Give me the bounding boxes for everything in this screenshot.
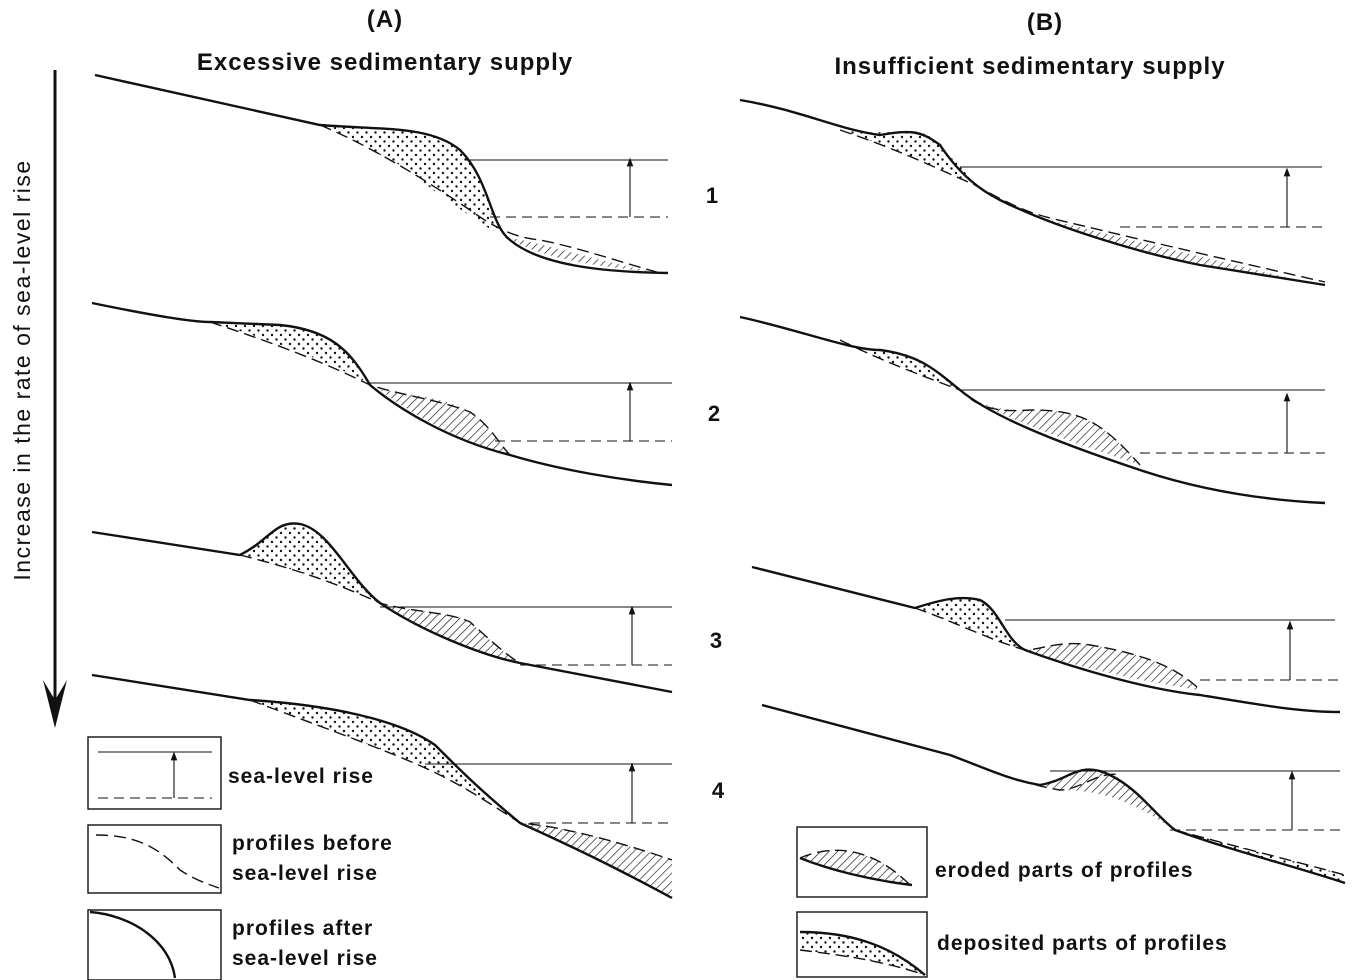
legend-label: profiles before <box>232 832 393 855</box>
profile-b1 <box>740 100 1325 285</box>
legend-label: sea-level rise <box>232 862 378 885</box>
legend-label: deposited parts of profiles <box>937 932 1228 955</box>
panel-title: Insufficient sedimentary supply <box>834 53 1225 80</box>
legend-eroded <box>797 827 927 897</box>
diagram: (A) Excessive sedimentary supply (B) Ins… <box>0 0 1355 980</box>
legend-label: sea-level rise <box>228 765 374 788</box>
legend-label: sea-level rise <box>232 947 378 970</box>
profile-a1 <box>95 75 668 273</box>
panel-label: (A) <box>367 6 403 33</box>
legend-label: eroded parts of profiles <box>935 859 1194 882</box>
legend-label: profiles after <box>232 917 373 940</box>
axis-label: Increase in the rate of sea-level rise <box>9 159 35 580</box>
profile-a2 <box>92 303 672 485</box>
profile-b3 <box>752 567 1340 712</box>
profile-b2 <box>740 317 1325 503</box>
legend-sea-level <box>88 737 221 809</box>
legend-before <box>88 825 221 893</box>
legend-after <box>88 910 221 980</box>
panel-label: (B) <box>1027 9 1063 36</box>
row-number: 2 <box>708 401 720 426</box>
panel-title: Excessive sedimentary supply <box>197 49 573 76</box>
profile-a3 <box>92 523 672 692</box>
row-number: 3 <box>710 628 722 653</box>
rate-axis <box>43 70 67 728</box>
legend-deposited <box>797 912 927 977</box>
row-number: 1 <box>706 183 718 208</box>
row-number: 4 <box>712 778 725 803</box>
